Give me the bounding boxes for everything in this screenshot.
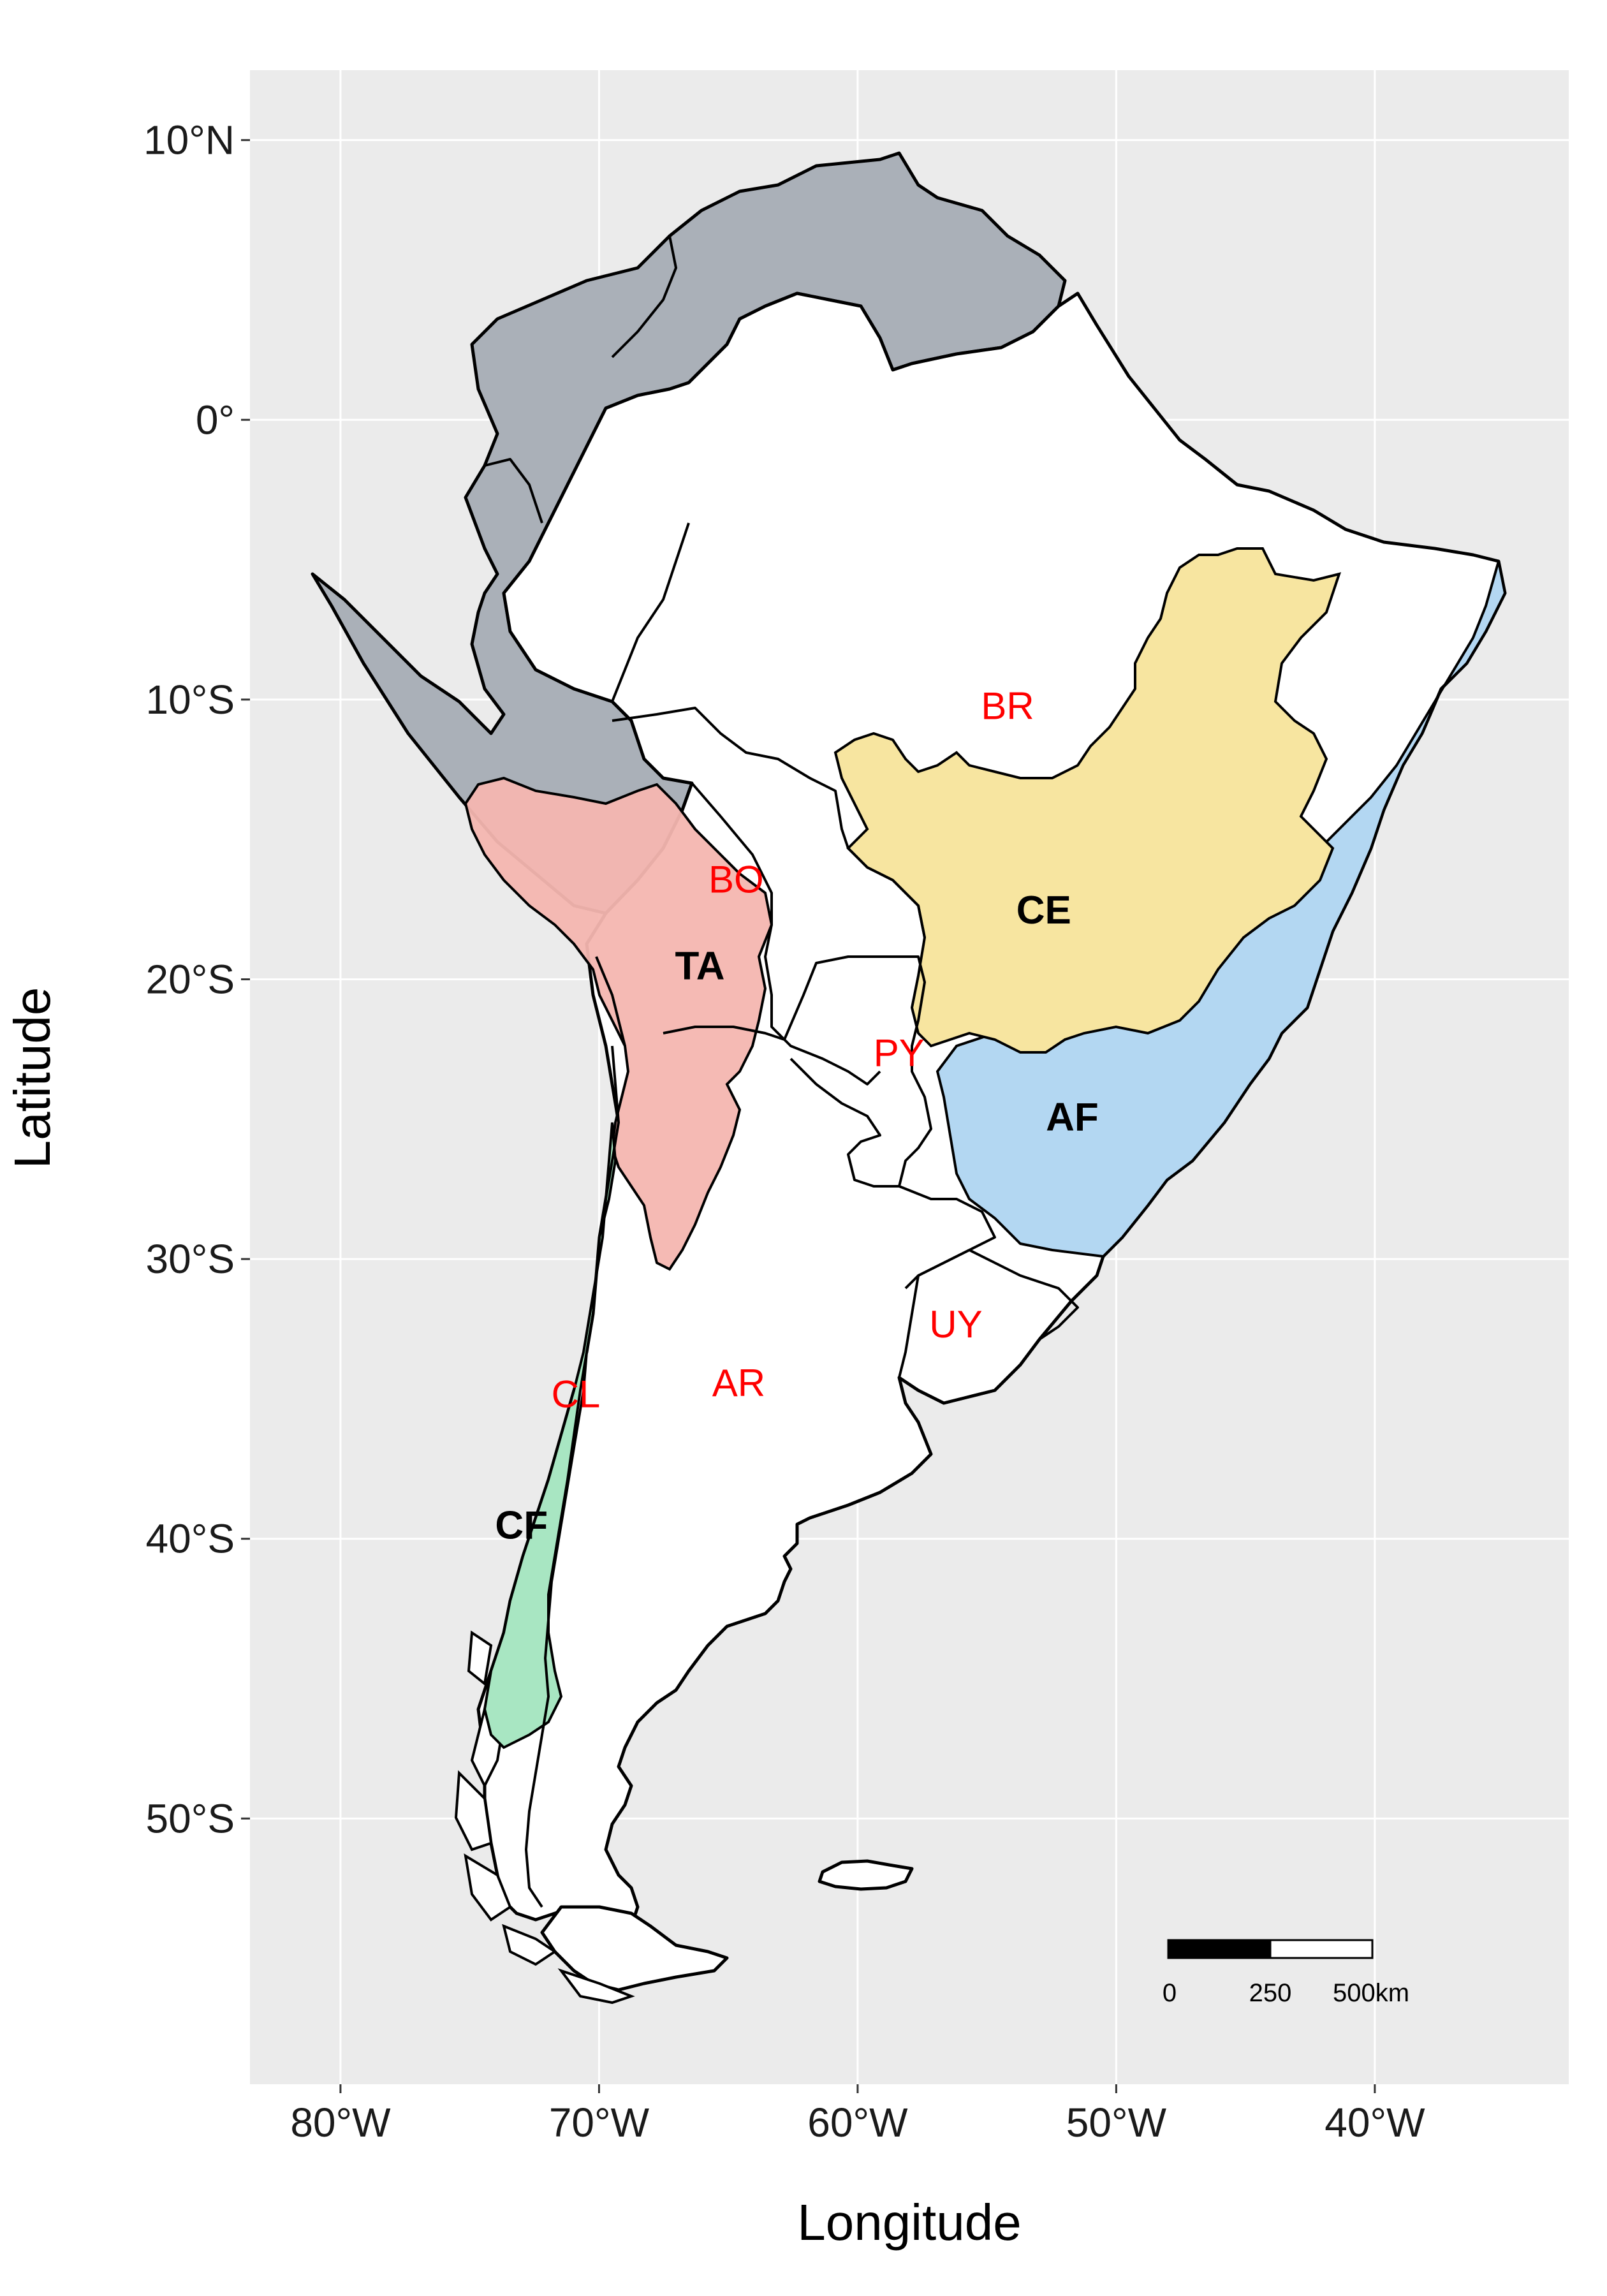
country-label-py: PY [874, 1031, 925, 1074]
region-label-af: AF [1046, 1095, 1099, 1139]
region-label-ce: CE [1016, 888, 1071, 932]
y-tick-label: 30°S [146, 1236, 235, 1282]
y-axis-ticks: 10°N 0° 10°S 20°S 30°S 40°S 50°S [143, 117, 250, 1841]
scale-bar: 0 250 500km [1163, 1939, 1409, 2007]
scale-label-250: 250 [1249, 1979, 1292, 2007]
x-tick-label: 40°W [1324, 2100, 1425, 2145]
country-labels: BR BO PY UY AR CL [552, 685, 1034, 1416]
x-axis-ticks: 80°W 70°W 60°W 50°W 40°W [290, 2084, 1425, 2145]
x-tick-label: 60°W [807, 2100, 908, 2145]
country-label-uy: UY [929, 1303, 982, 1346]
y-tick-label: 40°S [146, 1516, 235, 1562]
scale-label-500km: 500km [1333, 1979, 1409, 2007]
y-tick-label: 10°N [143, 117, 235, 163]
country-borders [484, 235, 1079, 1908]
x-tick-label: 80°W [290, 2100, 391, 2145]
y-tick-label: 20°S [146, 956, 235, 1002]
cerrado-region [833, 547, 1342, 1054]
region-labels: CE TA AF CF [495, 888, 1098, 1548]
country-label-cl: CL [552, 1373, 601, 1416]
atlantic-forest-region [936, 561, 1507, 1258]
y-tick-label: 0° [196, 397, 235, 443]
x-tick-label: 70°W [549, 2100, 650, 2145]
falkland-islands [818, 1859, 914, 1891]
country-label-ar: AR [712, 1362, 765, 1404]
tierra-del-fuego [540, 1905, 729, 1992]
y-tick-label: 50°S [146, 1795, 235, 1841]
y-tick-label: 10°S [146, 677, 235, 723]
scale-label-0: 0 [1163, 1979, 1177, 2007]
country-label-bo: BO [708, 858, 764, 901]
x-tick-label: 50°W [1066, 2100, 1167, 2145]
x-axis-title: Longitude [797, 2194, 1021, 2251]
country-label-br: BR [981, 685, 1034, 728]
region-label-ta: TA [675, 944, 725, 988]
region-label-cf: CF [495, 1504, 548, 1548]
y-axis-title: Latitude [4, 987, 61, 1169]
